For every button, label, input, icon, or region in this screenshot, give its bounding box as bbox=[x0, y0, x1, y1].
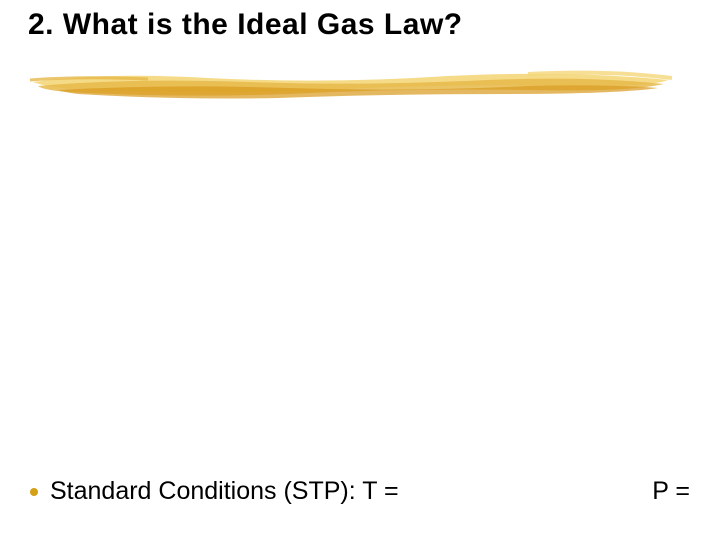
slide-title: 2. What is the Ideal Gas Law? bbox=[28, 8, 680, 42]
slide: 2. What is the Ideal Gas Law? Standard C… bbox=[0, 0, 720, 540]
bullet-dot-icon bbox=[30, 488, 38, 496]
title-underline-brush bbox=[28, 64, 676, 104]
bullet-text-right: P = bbox=[652, 477, 690, 506]
bullet-row: Standard Conditions (STP): T = P = bbox=[30, 477, 700, 506]
bullet-text-main: Standard Conditions (STP): T = bbox=[50, 477, 399, 506]
